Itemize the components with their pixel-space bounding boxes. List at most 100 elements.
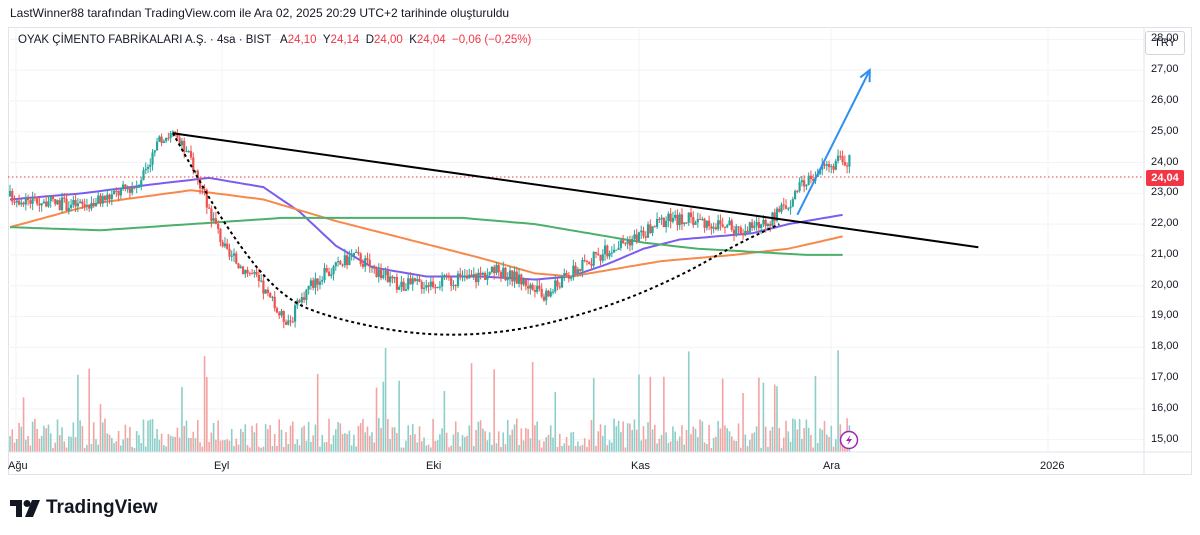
volume-bar bbox=[744, 434, 747, 452]
volume-bar bbox=[167, 434, 170, 452]
volume-bar bbox=[58, 435, 61, 452]
volume-bar bbox=[672, 426, 674, 452]
candle-body bbox=[97, 195, 100, 204]
volume-bar bbox=[540, 447, 543, 452]
volume-bar bbox=[719, 428, 722, 452]
candle-body bbox=[307, 285, 310, 290]
volume-bar bbox=[687, 351, 690, 452]
candle-body bbox=[72, 200, 75, 205]
volume-bar bbox=[337, 422, 339, 452]
volume-bar bbox=[509, 435, 511, 452]
candle-body bbox=[411, 278, 414, 285]
volume-bar bbox=[122, 439, 124, 452]
volume-bar bbox=[414, 434, 416, 452]
candle-body bbox=[533, 290, 536, 292]
volume-bar bbox=[208, 441, 210, 452]
volume-bar bbox=[418, 426, 421, 452]
volume-bar bbox=[762, 382, 765, 452]
candle-body bbox=[576, 269, 579, 274]
volume-bar bbox=[219, 440, 222, 452]
candle-body bbox=[124, 184, 127, 189]
candle-body bbox=[51, 196, 55, 200]
volume-bar bbox=[644, 439, 647, 452]
candle-body bbox=[606, 245, 609, 257]
candle-body bbox=[696, 218, 699, 223]
volume-bar bbox=[678, 436, 681, 452]
volume-bar bbox=[586, 446, 588, 452]
candle-body bbox=[447, 275, 451, 278]
volume-bar bbox=[728, 431, 731, 452]
candle-body bbox=[812, 179, 815, 181]
candle-body bbox=[540, 288, 543, 297]
price-tick-label: 22,00 bbox=[1151, 217, 1179, 230]
volume-bar bbox=[267, 429, 269, 452]
candle-body bbox=[241, 266, 245, 275]
candle-body bbox=[253, 271, 256, 274]
candle-body bbox=[58, 200, 61, 211]
candle-body bbox=[305, 289, 308, 300]
volume-bar bbox=[129, 426, 131, 452]
candle-body bbox=[361, 263, 365, 267]
volume-bar bbox=[258, 446, 260, 452]
candle-body bbox=[529, 284, 532, 289]
candle-body bbox=[827, 164, 831, 168]
candle-body bbox=[332, 266, 335, 275]
candle-body bbox=[400, 281, 403, 287]
candle-body bbox=[67, 207, 70, 211]
candle-body bbox=[248, 273, 251, 275]
volume-bar bbox=[436, 440, 439, 452]
cup-curve bbox=[172, 132, 780, 336]
candle-body bbox=[590, 263, 593, 266]
candle-body bbox=[33, 197, 36, 199]
candle-body bbox=[425, 285, 428, 288]
volume-bar bbox=[323, 442, 326, 452]
candle-body bbox=[762, 219, 765, 225]
candle-body bbox=[330, 274, 333, 276]
candle-body bbox=[714, 227, 717, 230]
volume-bar bbox=[149, 419, 152, 452]
price-tick-label: 19,00 bbox=[1151, 309, 1179, 322]
volume-bar bbox=[49, 433, 52, 452]
volume-bar bbox=[742, 392, 744, 452]
candle-body bbox=[624, 243, 627, 245]
volume-bar bbox=[581, 444, 584, 452]
candle-body bbox=[617, 247, 620, 250]
candle-body bbox=[760, 224, 763, 229]
candle-body bbox=[309, 280, 313, 286]
volume-bar bbox=[144, 446, 147, 452]
tradingview-logo[interactable]: TradingView bbox=[10, 497, 158, 519]
candle-body bbox=[674, 214, 677, 218]
volume-bar bbox=[206, 377, 208, 452]
candle-body bbox=[708, 220, 711, 227]
candle-body bbox=[174, 131, 177, 134]
candle-body bbox=[800, 180, 803, 183]
volume-bar bbox=[138, 435, 140, 452]
volume-bar bbox=[495, 443, 498, 452]
candle-body bbox=[31, 197, 34, 204]
candle-body bbox=[597, 253, 600, 256]
candle-body bbox=[187, 151, 190, 153]
volume-bar bbox=[29, 445, 32, 452]
candle-body bbox=[54, 199, 57, 205]
volume-bar bbox=[142, 419, 145, 452]
volume-bar bbox=[92, 422, 95, 452]
candle-body bbox=[497, 264, 500, 273]
volume-bar bbox=[163, 445, 165, 452]
volume-bar bbox=[117, 430, 120, 452]
volume-bar bbox=[715, 436, 717, 452]
volume-bar bbox=[382, 381, 385, 452]
currency-button[interactable]: TRY bbox=[1145, 31, 1185, 55]
volume-bar bbox=[832, 446, 835, 452]
volume-bar bbox=[749, 439, 751, 452]
volume-bar bbox=[484, 431, 486, 452]
volume-bar bbox=[516, 418, 518, 452]
volume-bar bbox=[568, 445, 570, 452]
candle-body bbox=[701, 218, 704, 220]
volume-bar bbox=[529, 438, 532, 452]
volume-bar bbox=[814, 375, 817, 452]
candle-body bbox=[108, 194, 111, 200]
candle-body bbox=[608, 253, 611, 257]
volume-bar bbox=[377, 418, 380, 452]
volume-bar bbox=[244, 424, 247, 452]
